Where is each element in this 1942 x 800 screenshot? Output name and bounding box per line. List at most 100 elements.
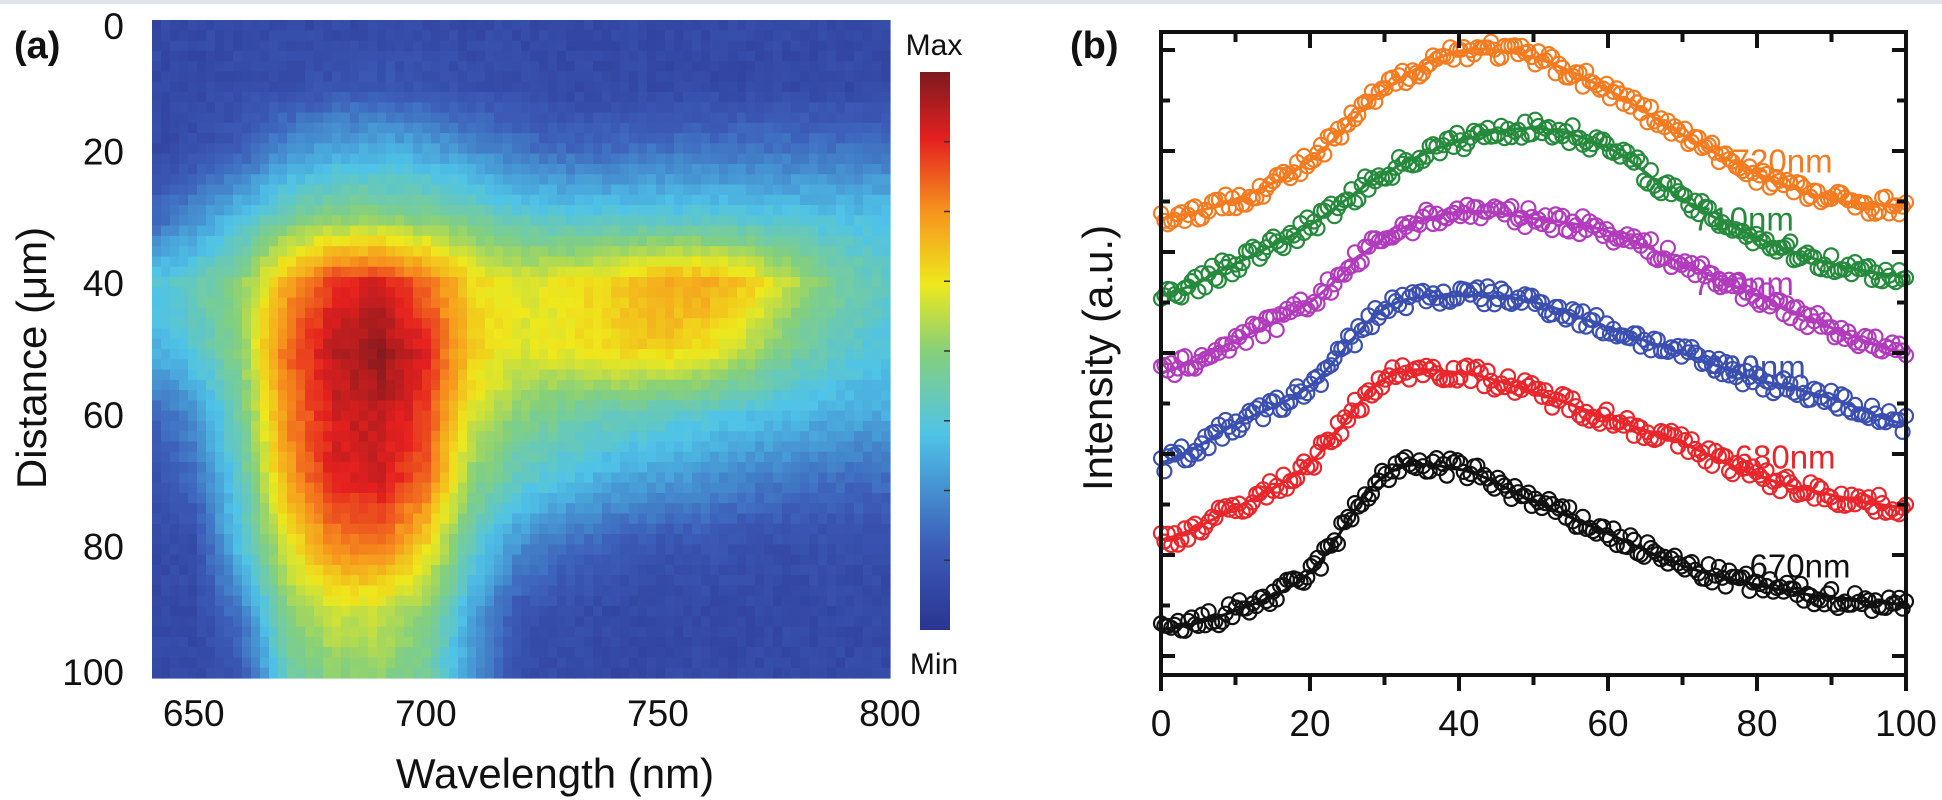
heatmap-cell <box>764 81 774 93</box>
heatmap-cell <box>503 513 513 525</box>
heatmap-cell <box>305 61 315 73</box>
heatmap-cell <box>809 390 819 402</box>
heatmap-cell <box>512 266 522 278</box>
heatmap-cell <box>377 256 387 268</box>
heatmap-cell <box>611 133 621 144</box>
heatmap-cell <box>674 626 684 638</box>
heatmap-cell <box>629 492 639 504</box>
heatmap-cell <box>188 410 198 422</box>
heatmap-cell <box>665 359 675 371</box>
heatmap-cell <box>584 133 594 144</box>
heatmap-cell <box>440 595 450 607</box>
heatmap-cell <box>485 215 495 227</box>
heatmap-cell <box>314 194 324 206</box>
heatmap-cell <box>656 359 666 371</box>
heatmap-cell <box>521 472 531 484</box>
heatmap-cell <box>845 153 855 165</box>
heatmap-cell <box>647 256 657 268</box>
heatmap-cell <box>575 266 585 278</box>
heatmap-cell <box>791 266 801 278</box>
heatmap-cell <box>800 256 810 268</box>
heatmap-cell <box>755 163 765 175</box>
heatmap-cell <box>224 606 234 617</box>
heatmap-cell <box>197 379 207 391</box>
heatmap-cell <box>593 328 603 340</box>
heatmap-cell <box>224 246 234 258</box>
heatmap-cell <box>512 534 522 545</box>
heatmap-cell <box>215 30 225 42</box>
heatmap-cell <box>719 174 729 186</box>
heatmap-cell <box>215 431 225 443</box>
heatmap-cell <box>656 266 666 278</box>
heatmap-cell <box>683 153 693 165</box>
heatmap-cell <box>494 338 504 350</box>
heatmap-cell <box>449 143 459 155</box>
heatmap-cell <box>539 616 549 628</box>
heatmap-cell <box>431 256 441 268</box>
heatmap-cell <box>341 256 351 268</box>
heatmap-cell <box>539 307 549 319</box>
heatmap-cell <box>269 338 279 350</box>
heatmap-cell <box>638 554 648 566</box>
heatmap-cell <box>809 205 819 216</box>
heatmap-cell <box>251 431 261 443</box>
heatmap-cell <box>269 400 279 412</box>
heatmap-cell <box>368 71 378 83</box>
heatmap-cell <box>710 20 720 31</box>
heatmap-cell <box>809 482 819 494</box>
heatmap-cell <box>800 40 810 52</box>
heatmap-cell <box>323 636 333 648</box>
heatmap-cell <box>386 50 396 62</box>
heatmap-cell <box>872 61 882 73</box>
heatmap-cell <box>539 205 549 216</box>
heatmap-cell <box>809 462 819 473</box>
heatmap-cell <box>593 184 603 196</box>
heatmap-cell <box>368 585 378 597</box>
heatmap-cell <box>503 606 513 617</box>
heatmap-cell <box>854 513 864 525</box>
heatmap-cell <box>512 369 522 381</box>
heatmap-cell <box>413 297 423 309</box>
heatmap-cell <box>854 71 864 83</box>
heatmap-cell <box>314 102 324 114</box>
heatmap-cell <box>692 215 702 227</box>
heatmap-cell <box>584 513 594 525</box>
heatmap-cell <box>404 379 414 391</box>
heatmap-cell <box>845 81 855 93</box>
heatmap-cell <box>467 184 477 196</box>
heatmap-cell <box>323 215 333 227</box>
heatmap-cell <box>836 205 846 216</box>
heatmap-cell <box>413 215 423 227</box>
heatmap-cell <box>602 215 612 227</box>
heatmap-cell <box>710 626 720 638</box>
heatmap-cell <box>494 359 504 371</box>
heatmap-cell <box>152 246 162 258</box>
heatmap-cell <box>872 40 882 52</box>
heatmap-cell <box>359 431 369 443</box>
heatmap-cell <box>287 585 297 597</box>
heatmap-cell <box>179 143 189 155</box>
heatmap-cell <box>512 379 522 391</box>
heatmap-cell <box>512 246 522 258</box>
heatmap-cell <box>350 431 360 443</box>
heatmap-cell <box>467 544 477 556</box>
heatmap-cell <box>863 297 873 309</box>
heatmap-cell <box>368 163 378 175</box>
heatmap-cell <box>251 194 261 206</box>
heatmap-cell <box>620 349 630 360</box>
heatmap-cell <box>692 400 702 412</box>
heatmap-cell <box>593 174 603 186</box>
heatmap-cell <box>404 492 414 504</box>
heatmap-cell <box>170 50 180 62</box>
heatmap-cell <box>152 379 162 391</box>
heatmap-cell <box>323 349 333 360</box>
heatmap-cell <box>188 153 198 165</box>
heatmap-cell <box>188 225 198 237</box>
heatmap-cell <box>305 503 315 515</box>
heatmap-cell <box>323 503 333 515</box>
heatmap-cell <box>692 205 702 216</box>
heatmap-cell <box>791 636 801 648</box>
heatmap-cell <box>620 50 630 62</box>
heatmap-cell <box>287 163 297 175</box>
heatmap-cell <box>215 307 225 319</box>
